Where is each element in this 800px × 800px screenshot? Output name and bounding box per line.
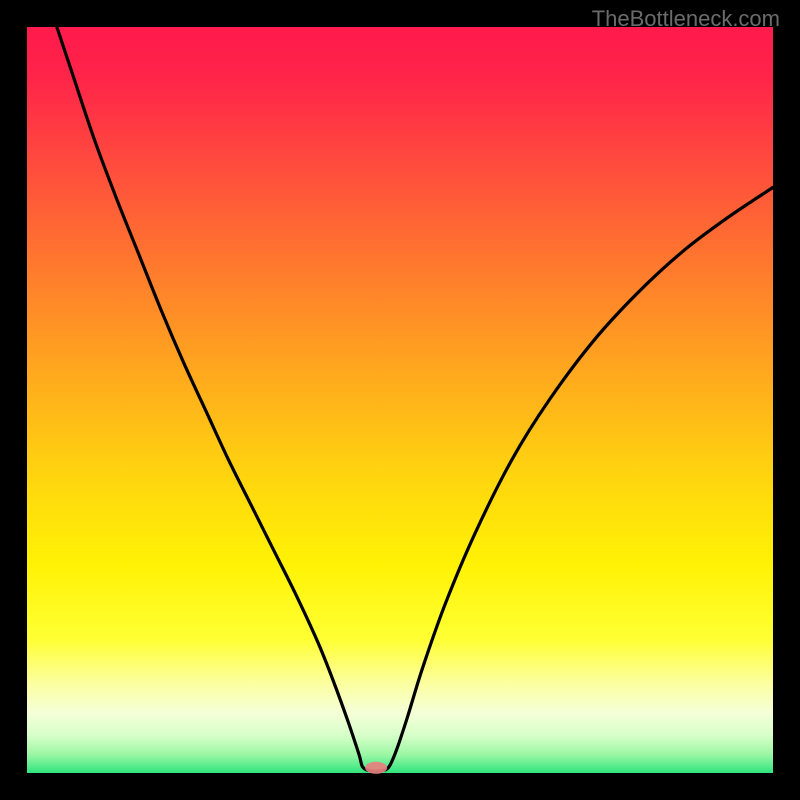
- bottleneck-curve-chart: [0, 0, 800, 800]
- optimal-point-marker: [365, 762, 387, 774]
- plot-background: [27, 27, 773, 773]
- watermark-text: TheBottleneck.com: [592, 6, 780, 32]
- chart-container: TheBottleneck.com: [0, 0, 800, 800]
